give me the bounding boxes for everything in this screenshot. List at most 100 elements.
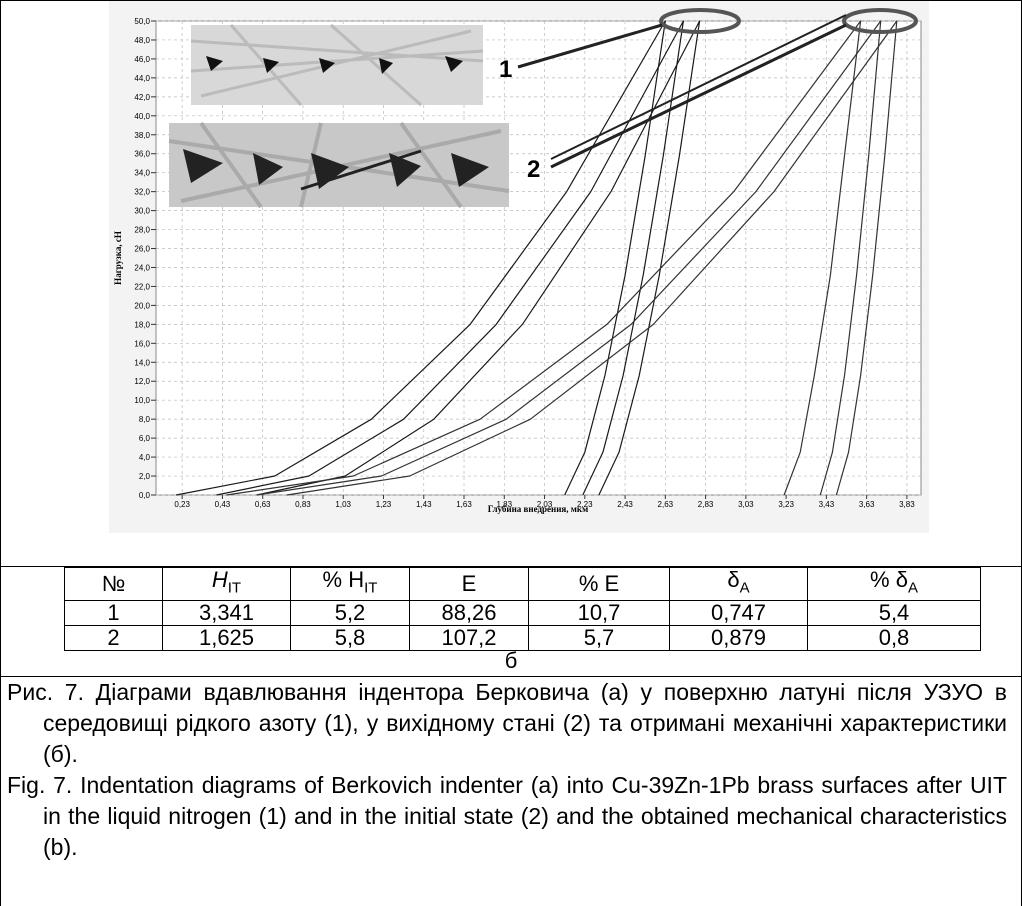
x-tick-label: 3,83 <box>899 500 915 509</box>
pointer-line <box>550 23 847 169</box>
x-tick-label: 3,23 <box>778 500 794 509</box>
table-cell: 107,2 <box>409 625 529 652</box>
x-axis-label: Глубина внедрения, мкм <box>488 504 588 514</box>
y-tick-label: 10,0 <box>134 396 150 405</box>
highlight-ellipse <box>842 8 918 34</box>
separator <box>1 566 1021 567</box>
header-text: E <box>461 571 477 597</box>
header-cell: % HIT <box>290 566 410 602</box>
table-cell: 2 <box>64 625 163 652</box>
y-tick-label: 18,0 <box>134 320 150 329</box>
y-tick-label: 36,0 <box>134 150 150 159</box>
y-tick-label: 28,0 <box>134 226 150 235</box>
highlight-ellipse <box>659 8 741 34</box>
x-tick-label: 0,23 <box>174 500 190 509</box>
header-cell: % E <box>528 566 670 602</box>
y-tick-label: 0,0 <box>139 491 151 500</box>
y-tick-label: 2,0 <box>139 472 151 481</box>
header-cell: № <box>64 566 163 602</box>
header-text: % H <box>322 567 365 592</box>
x-tick-label: 1,63 <box>456 500 472 509</box>
indentation-curve <box>175 20 666 496</box>
table-cell: 5,4 <box>807 600 981 627</box>
header-cell: E <box>409 566 529 602</box>
x-tick-label: 3,03 <box>738 500 754 509</box>
x-tick-label: 0,43 <box>215 500 231 509</box>
y-tick-label: 22,0 <box>134 282 150 291</box>
micrograph-2 <box>168 121 510 209</box>
indentation-curve <box>226 20 862 496</box>
y-tick-label: 12,0 <box>134 377 150 386</box>
y-tick-label: 24,0 <box>134 263 150 272</box>
x-tick-label: 3,63 <box>859 500 875 509</box>
x-tick-label: 1,83 <box>496 500 512 509</box>
header-text: % E <box>578 571 620 597</box>
y-tick-label: 50,0 <box>134 17 150 26</box>
y-tick-label: 16,0 <box>134 339 150 348</box>
y-tick-label: 8,0 <box>139 415 151 424</box>
table-cell: 88,26 <box>409 600 529 627</box>
table-cell: 1,625 <box>162 625 291 652</box>
chart: 0,0 2,0 4,0 6,0 8,0 10,0 12,0 14,0 16,0 18,0 20,0 2… <box>109 1 929 541</box>
y-tick-label: 42,0 <box>134 93 150 102</box>
table-cell: 0,879 <box>669 625 808 652</box>
y-tick-label: 30,0 <box>134 207 150 216</box>
y-tick-label: 26,0 <box>134 245 150 254</box>
header-subscript: IT <box>227 579 242 597</box>
x-tick-label: 0,83 <box>295 500 311 509</box>
table-cell: 0,8 <box>807 625 981 652</box>
caption-paragraph: Рис. 7. Діаграми вдавлювання індентора Б… <box>7 679 1007 767</box>
table-cell: 5,7 <box>528 625 670 652</box>
y-tick-label: 6,0 <box>139 434 151 443</box>
x-tick-label: 0,63 <box>255 500 271 509</box>
micrograph-1 <box>190 23 484 107</box>
x-tick-label: 1,23 <box>376 500 392 509</box>
header-subscript: A <box>907 579 918 597</box>
table-cell: 1 <box>64 600 163 627</box>
y-tick-label: 34,0 <box>134 169 150 178</box>
x-tick-label: 2,63 <box>658 500 674 509</box>
x-tick-label: 2,43 <box>617 500 633 509</box>
x-tick-label: 2,83 <box>698 500 714 509</box>
y-tick-label: 32,0 <box>134 188 150 197</box>
table-cell: 0,747 <box>669 600 808 627</box>
indentation-curve <box>256 20 882 496</box>
header-text: % δ <box>870 567 908 592</box>
panel-label: б <box>504 648 518 673</box>
table-row: 2 1,625 5,8 107,2 5,7 0,879 0,8 <box>64 625 981 652</box>
y-tick-label: 14,0 <box>134 358 150 367</box>
y-tick-label: 40,0 <box>134 112 150 121</box>
table-cell: 3,341 <box>162 600 291 627</box>
caption: Рис. 7. Діаграми вдавлювання індентора Б… <box>1 677 1015 863</box>
y-tick-label: 44,0 <box>134 74 150 83</box>
header-cell: HIT <box>162 566 291 602</box>
separator <box>1 676 1021 677</box>
header-text: H <box>211 567 228 592</box>
x-tick-label: 1,43 <box>416 500 432 509</box>
caption-paragraph: Fig. 7. Indentation diagrams of Berkovic… <box>7 772 1007 860</box>
indentation-curve <box>286 20 898 496</box>
annotation-label: 1 <box>499 56 512 83</box>
table-cell: 5,2 <box>290 600 410 627</box>
table-row: 1 3,341 5,2 88,26 10,7 0,747 5,4 <box>64 600 981 627</box>
table-cell: 10,7 <box>528 600 670 627</box>
pointer-line <box>517 23 663 69</box>
y-tick-label: 4,0 <box>139 453 151 462</box>
header-text: δ <box>727 567 740 592</box>
indentation-curve <box>216 20 684 496</box>
header-subscript: A <box>739 579 750 597</box>
header-cell: % δA <box>807 566 981 602</box>
y-axis-label: Нагрузка, сН <box>113 231 123 285</box>
x-tick-label: 2,23 <box>577 500 593 509</box>
header-subscript: IT <box>364 579 378 597</box>
y-tick-label: 20,0 <box>134 301 150 310</box>
x-tick-label: 1,03 <box>335 500 351 509</box>
header-cell: δA <box>669 566 808 602</box>
panel-label: а <box>505 535 518 541</box>
x-tick-label: 3,43 <box>819 500 835 509</box>
header-text: № <box>101 571 126 597</box>
table-cell: 5,8 <box>290 625 410 652</box>
